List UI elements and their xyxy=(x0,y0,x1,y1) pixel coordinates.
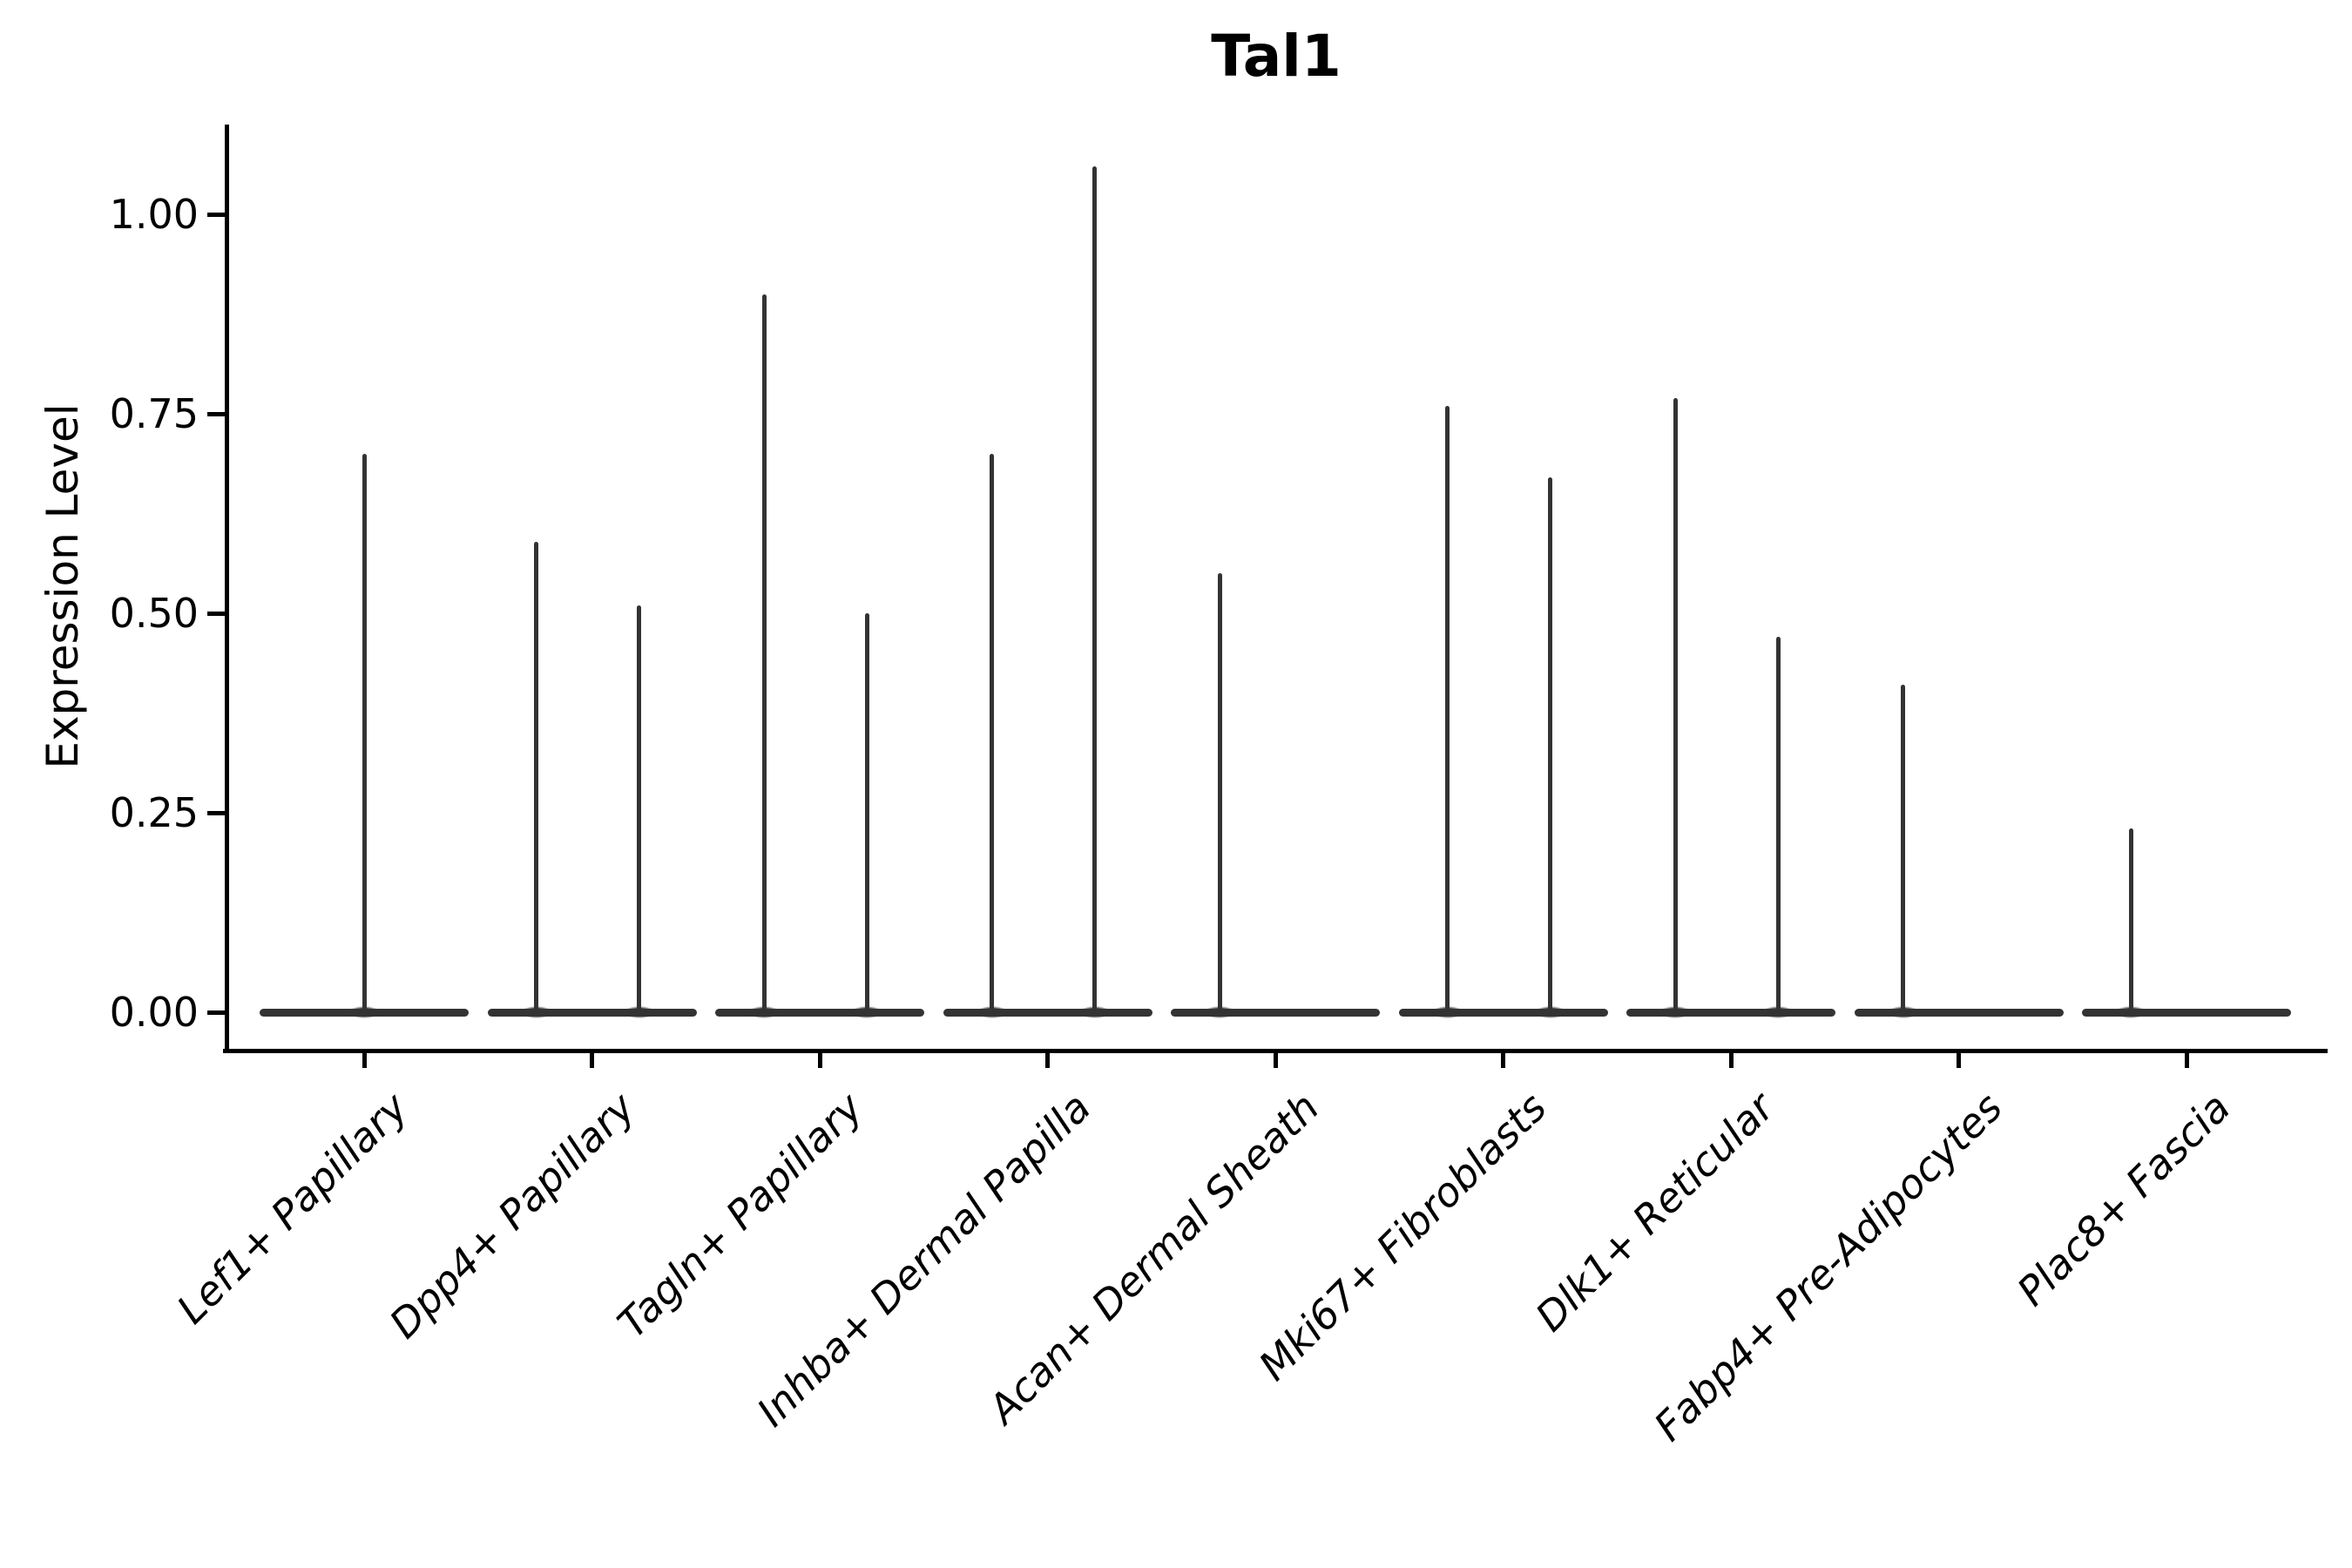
violin-flat xyxy=(1171,1008,1380,1017)
spike-foot xyxy=(748,1006,780,1018)
expression-spike xyxy=(1445,405,1450,1012)
y-tick-label: 0.00 xyxy=(109,989,199,1036)
x-tick xyxy=(590,1051,594,1068)
y-tick-label: 0.75 xyxy=(109,390,199,437)
violin-flat xyxy=(487,1008,697,1017)
spike-foot xyxy=(2115,1006,2146,1018)
y-axis-spine xyxy=(225,125,229,1053)
y-tick-label: 0.25 xyxy=(109,789,199,836)
y-tick xyxy=(207,611,225,616)
expression-spike xyxy=(1901,685,1905,1012)
spike-foot xyxy=(520,1006,552,1018)
violin-flat xyxy=(1854,1008,2064,1017)
expression-spike xyxy=(637,605,641,1012)
x-tick xyxy=(1728,1051,1734,1068)
spike-foot xyxy=(851,1006,882,1018)
violin-flat xyxy=(1398,1008,1608,1017)
expression-spike xyxy=(1217,573,1222,1012)
x-tick xyxy=(1957,1051,1961,1068)
y-tick xyxy=(207,1010,225,1015)
spike-foot xyxy=(1534,1006,1566,1018)
spike-foot xyxy=(348,1006,380,1018)
spike-foot xyxy=(623,1006,655,1018)
x-tick-label: Dpp4+ Papillary xyxy=(381,1084,645,1348)
x-tick-label: Lef1+ Papillary xyxy=(167,1084,417,1333)
spike-foot xyxy=(976,1006,1008,1018)
spike-foot xyxy=(1762,1006,1794,1018)
x-tick-label: Tagln+ Papillary xyxy=(608,1084,873,1348)
spike-foot xyxy=(1887,1006,1919,1018)
expression-spike xyxy=(362,453,367,1012)
y-axis-label: Expression Level xyxy=(37,403,88,769)
expression-spike xyxy=(1548,477,1552,1012)
violin-flat xyxy=(715,1008,924,1017)
x-tick xyxy=(1045,1051,1050,1068)
x-tick-label: Dlk1+ Reticular xyxy=(1526,1084,1784,1341)
x-tick xyxy=(2184,1051,2189,1068)
expression-spike xyxy=(1673,397,1678,1012)
expression-spike xyxy=(1092,166,1097,1012)
x-tick xyxy=(1273,1051,1278,1068)
spike-foot xyxy=(1204,1006,1235,1018)
expression-spike xyxy=(864,613,869,1012)
spike-foot xyxy=(1659,1006,1691,1018)
x-tick xyxy=(817,1051,822,1068)
expression-spike xyxy=(761,294,767,1012)
expression-spike xyxy=(2128,828,2133,1012)
y-tick-label: 0.50 xyxy=(109,590,199,637)
y-tick xyxy=(207,411,225,416)
y-tick xyxy=(207,212,225,217)
expression-spike xyxy=(990,453,994,1012)
chart-title: Tal1 xyxy=(1211,23,1342,90)
spike-foot xyxy=(1431,1006,1463,1018)
y-tick xyxy=(207,810,225,815)
spike-foot xyxy=(1078,1006,1111,1018)
y-tick-label: 1.00 xyxy=(109,191,199,238)
expression-spike xyxy=(1775,637,1781,1012)
x-tick xyxy=(1501,1051,1505,1068)
expression-spike xyxy=(534,541,538,1012)
x-tick-label: Plac8+ Fascia xyxy=(2007,1084,2240,1315)
violin-flat xyxy=(943,1008,1152,1017)
violin-flat xyxy=(1626,1008,1835,1017)
x-tick xyxy=(362,1051,367,1068)
violin-flat xyxy=(2082,1008,2291,1017)
